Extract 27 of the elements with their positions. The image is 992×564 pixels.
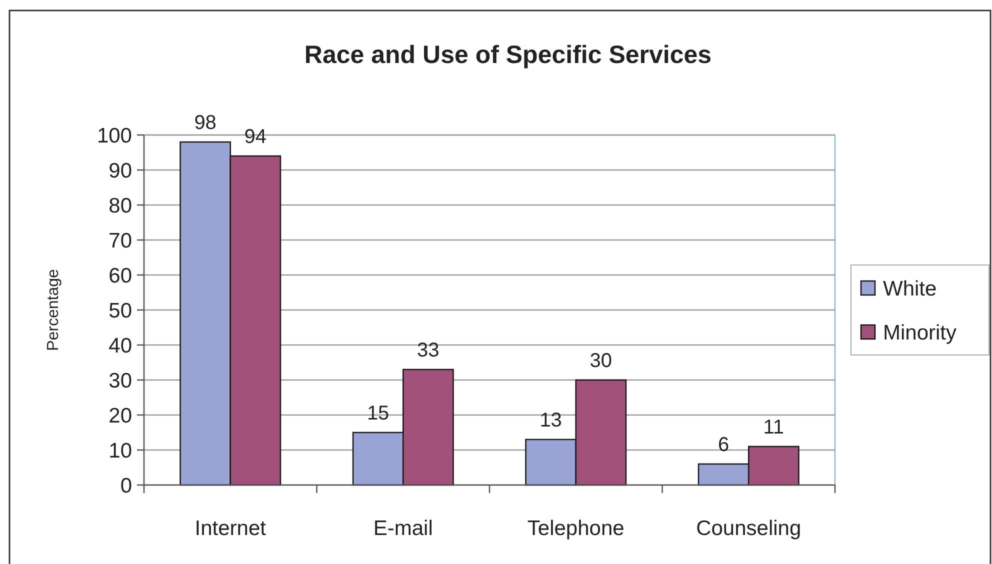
data-label: 11: [763, 416, 784, 438]
y-tick-label: 10: [108, 439, 132, 462]
legend-label: White: [883, 277, 937, 300]
y-tick-label: 80: [108, 194, 132, 218]
y-tick-label: 70: [108, 229, 132, 252]
data-label: 15: [366, 402, 390, 424]
y-tick-label: 40: [108, 334, 132, 358]
y-axis-title: Percentage: [45, 268, 62, 351]
data-label: 6: [718, 434, 730, 456]
y-tick-label: 30: [108, 369, 132, 392]
x-tick-label: Telephone: [527, 517, 624, 540]
y-tick-label: 50: [108, 299, 132, 322]
data-label: 30: [590, 350, 612, 372]
legend-label: Minority: [883, 321, 958, 344]
chart-title: Race and Use of Specific Services: [304, 41, 712, 69]
data-label: 94: [244, 126, 267, 148]
data-label: 13: [540, 410, 562, 432]
y-tick-label: 100: [96, 124, 132, 148]
y-tick-label: 60: [108, 264, 132, 288]
y-tick-label: 90: [108, 159, 132, 182]
y-tick-label: 0: [120, 474, 132, 498]
data-label: 33: [417, 340, 440, 362]
x-tick-label: Internet: [194, 517, 266, 540]
y-tick-label: 20: [108, 404, 132, 428]
x-tick-label: Counseling: [696, 517, 802, 540]
x-tick-label: E-mail: [373, 517, 433, 540]
data-label: 98: [194, 112, 216, 134]
